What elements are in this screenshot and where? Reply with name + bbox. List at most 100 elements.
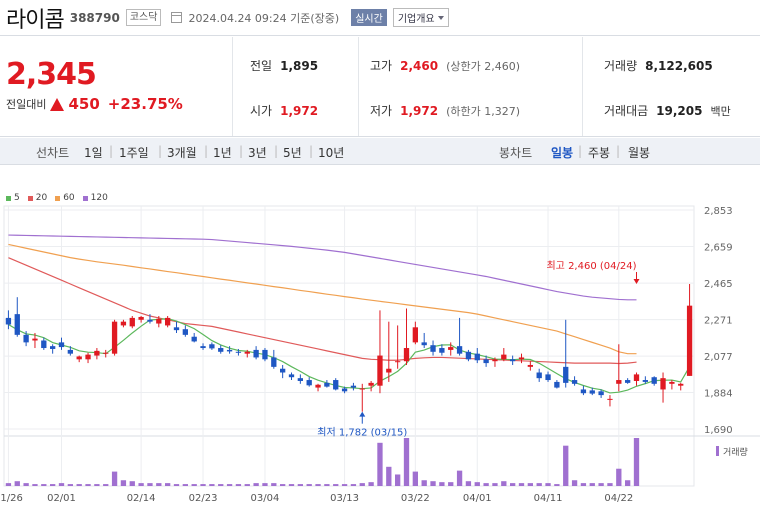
period-selector: 선차트 1일 | 1주일 | 3개월 | 1년 | 3년 | 5년 | 10년 … (0, 138, 760, 165)
period-1y[interactable]: 1년 (213, 146, 232, 160)
volume-bar (403, 438, 410, 486)
change-label: 전일대비 (6, 98, 47, 111)
volume-bar (271, 483, 277, 486)
volume-bar (492, 483, 498, 486)
candle-body (288, 374, 295, 378)
volume-bar (563, 445, 569, 486)
candle-body (297, 378, 303, 381)
chart-legend: 5 20 60 120 (6, 193, 108, 203)
candle-body (669, 381, 675, 384)
candle-body (165, 317, 171, 326)
candle-body (67, 349, 73, 354)
volume-bar (191, 484, 197, 486)
amount-label: 거래대금 (604, 104, 649, 118)
line-chart-label: 선차트 (36, 146, 70, 160)
candle-weekly[interactable]: 주봉 (588, 146, 611, 160)
volume-bar (545, 483, 551, 486)
change-value: 450 (68, 95, 100, 113)
volume-legend-label: 거래량 (723, 446, 748, 458)
volume-bar (571, 480, 578, 486)
up-arrow-icon (50, 97, 65, 111)
period-10y[interactable]: 10년 (318, 146, 345, 160)
candle-body (456, 346, 463, 354)
candle-body (32, 338, 38, 341)
ma20-line (8, 257, 637, 365)
legend-ma120: 120 (82, 193, 108, 203)
legend-ma5-label: 5 (14, 193, 20, 203)
volume-bar (209, 484, 215, 486)
volume-bar (85, 484, 91, 486)
amount-value: 19,205 (656, 104, 703, 118)
period-1d[interactable]: 1일 (84, 146, 103, 160)
period-5y[interactable]: 5년 (283, 146, 302, 160)
quote-time: 2024.04.24 09:24 기준(장중) (188, 11, 340, 25)
volume-bar (306, 484, 312, 486)
volume-bar (94, 484, 100, 486)
volume-bar (368, 482, 374, 486)
volume-bar (580, 483, 587, 486)
volume-bar (607, 483, 613, 486)
candle-body (85, 354, 91, 360)
volume-bar (156, 483, 162, 486)
x-tick-label: 04/22 (604, 493, 633, 504)
calendar-icon (171, 12, 183, 23)
volume-bar (554, 484, 560, 486)
prev-close-label: 전일 (250, 59, 273, 73)
upper-limit: (상한가 2,460) (446, 60, 520, 73)
candle-body (571, 380, 578, 384)
candle-body (527, 364, 533, 367)
divider (232, 37, 233, 136)
volume-bar (412, 471, 418, 486)
period-3m[interactable]: 3개월 (167, 146, 197, 160)
trade-amount: 거래대금 19,205 백만 (604, 102, 731, 119)
volume-bar (589, 483, 595, 486)
y-tick-label: 2,465 (704, 279, 733, 290)
x-tick-label: 02/23 (189, 493, 218, 504)
amount-unit: 백만 (710, 105, 731, 118)
volume-bar (226, 484, 233, 486)
volume-bar (421, 480, 427, 486)
volume-bar (333, 484, 339, 486)
y-tick-label: 1,690 (704, 425, 733, 436)
candle-daily[interactable]: 일봉 (551, 146, 574, 160)
period-1w[interactable]: 1주일 (119, 146, 149, 160)
volume-bar (324, 484, 330, 486)
prev-close: 전일 1,895 (250, 57, 318, 74)
volume-bar (50, 484, 56, 486)
stock-name: 라이콤 (6, 7, 65, 33)
volume-bar (253, 483, 259, 486)
volume-bar (598, 483, 604, 486)
candle-body (341, 388, 348, 392)
high-price: 고가 2,460 (상한가 2,460) (370, 57, 520, 74)
candle-body (253, 349, 259, 358)
open-label: 시가 (250, 104, 273, 118)
volume-bar (465, 481, 472, 486)
volume-bar (518, 483, 525, 486)
company-info-dropdown[interactable]: 기업개요 (392, 8, 449, 27)
volume-bar (341, 484, 348, 486)
candle-body (403, 348, 410, 362)
volume-bar (218, 484, 224, 486)
realtime-button[interactable]: 실시간 (351, 9, 387, 26)
candle-body (235, 351, 242, 353)
candle-body (518, 357, 525, 360)
candle-body (563, 366, 569, 383)
candle-monthly[interactable]: 월봉 (628, 146, 651, 160)
candle-body (218, 348, 224, 352)
x-tick-label: 03/13 (330, 493, 359, 504)
period-3y[interactable]: 3년 (248, 146, 267, 160)
candle-body (686, 305, 693, 376)
ma60-line (8, 243, 637, 355)
candle-body (510, 359, 516, 362)
candle-body (598, 391, 604, 396)
volume-bar (173, 484, 180, 486)
candle-body (651, 377, 657, 384)
candle-body (280, 368, 286, 373)
volume-value: 8,122,605 (645, 59, 713, 73)
volume-bar (262, 483, 268, 486)
company-info-label: 기업개요 (397, 14, 435, 25)
plot-frame (3, 205, 695, 487)
volume-bar (200, 484, 206, 486)
candle-body (448, 347, 454, 350)
